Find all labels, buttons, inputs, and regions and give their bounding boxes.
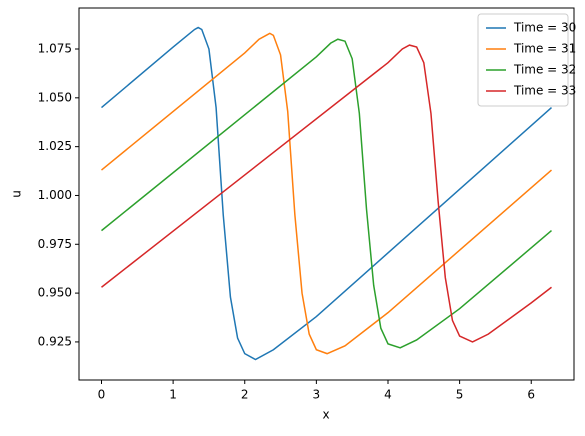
x-tick-label: 1 [169, 388, 177, 402]
x-tick-label: 0 [98, 388, 106, 402]
x-axis-label: x [322, 408, 329, 422]
data-line [101, 44, 552, 343]
legend-label: Time = 30 [513, 21, 576, 35]
y-tick-label: 1.000 [38, 188, 72, 202]
y-tick-label: 0.975 [38, 237, 72, 251]
data-line [101, 32, 553, 355]
y-tick-label: 0.950 [38, 286, 72, 300]
y-axis-label: u [10, 190, 24, 198]
legend-label: Time = 32 [513, 63, 576, 77]
x-tick-label: 2 [241, 388, 249, 402]
x-tick-label: 4 [384, 388, 392, 402]
y-tick-label: 1.050 [38, 90, 72, 104]
y-tick-label: 1.025 [38, 139, 72, 153]
data-line [101, 26, 553, 361]
x-tick-label: 3 [313, 388, 321, 402]
legend-box [477, 13, 569, 107]
legend-label: Time = 31 [513, 42, 576, 56]
y-tick-label: 0.925 [38, 334, 72, 348]
legend-label: Time = 33 [513, 84, 576, 98]
data-line [101, 38, 552, 349]
plot-frame [78, 7, 575, 381]
x-tick-label: 5 [456, 388, 464, 402]
y-tick-label: 1.075 [38, 42, 72, 56]
x-tick-label: 6 [527, 388, 535, 402]
